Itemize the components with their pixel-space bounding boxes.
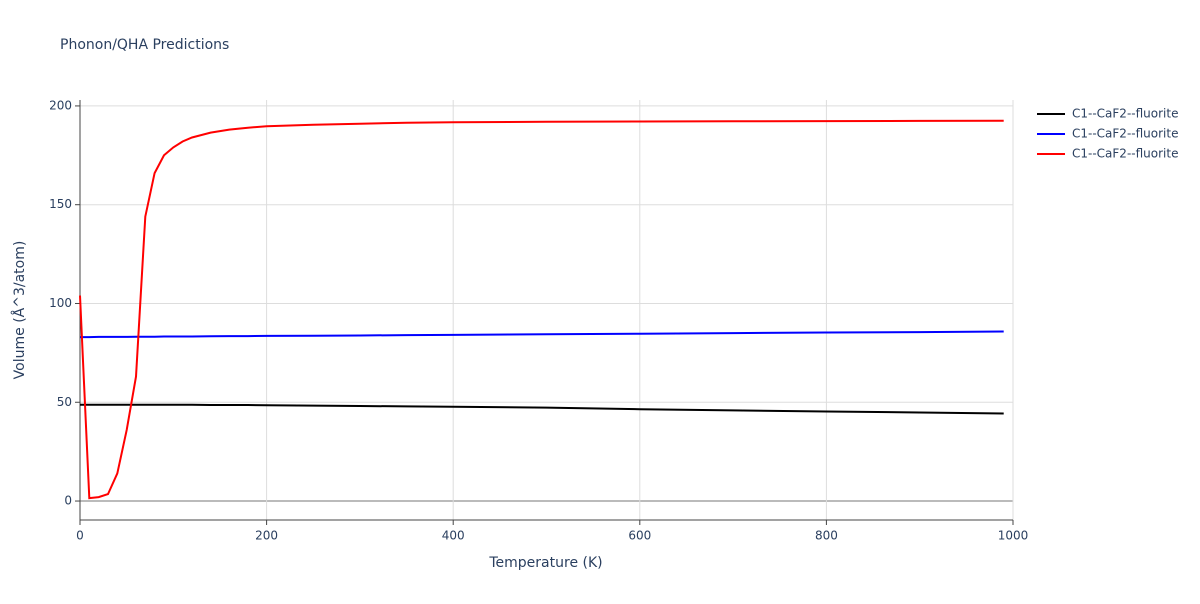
y-tick-label: 200	[49, 98, 72, 112]
x-axis-title: Temperature (K)	[488, 555, 602, 571]
y-tick-label: 0	[64, 494, 72, 508]
line-series	[80, 403, 1004, 415]
x-tick-label: 1000	[998, 529, 1029, 543]
chart-title: Phonon/QHA Predictions	[60, 37, 229, 53]
x-tick-label: 0	[76, 529, 84, 543]
y-tick-label: 100	[49, 296, 72, 310]
legend-label: C1--CaF2--fluorite	[1072, 127, 1178, 141]
legend-label: C1--CaF2--fluorite	[1072, 107, 1178, 121]
legend-label: C1--CaF2--fluorite	[1072, 147, 1178, 161]
line-series	[80, 330, 1004, 339]
line-series	[79, 119, 1004, 500]
y-tick-label: 50	[57, 395, 72, 409]
x-tick-label: 800	[815, 529, 838, 543]
x-tick-label: 600	[628, 529, 651, 543]
x-tick-label: 400	[442, 529, 465, 543]
y-axis-title: Volume (Å^3/atom)	[11, 241, 28, 380]
x-tick-label: 200	[255, 529, 278, 543]
y-tick-label: 150	[49, 197, 72, 211]
